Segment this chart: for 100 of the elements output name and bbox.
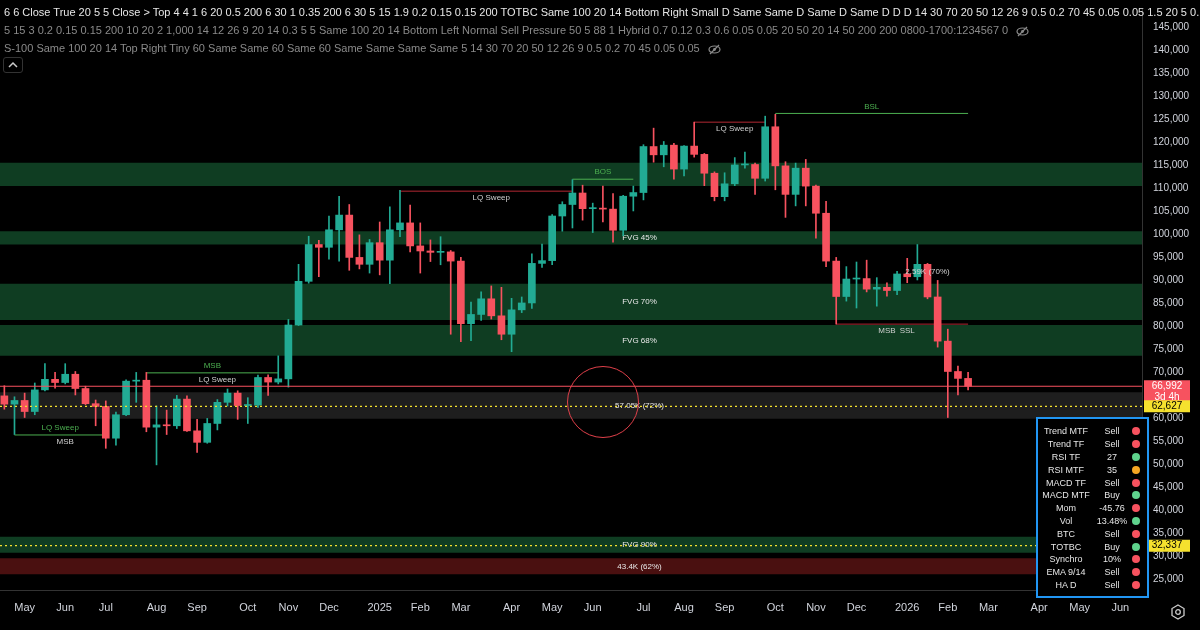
x-tick-label: Aug bbox=[146, 600, 167, 613]
annotation: 6 6 Close True 20 5 5 Close > Top 4 4 1 6 20 0.5 200 6 30 1 0.35 200 6 30 5 15 1.9 0.2 0.15 0.15 200 TOTBC Same 100 20 14 Bottom Right Small D Same Same D Same D Same D D D 14 30 70 20 50 12 26 9 0.5 0.2 70 45 0.05 0.05 1.5 20 5 0. bbox=[4, 6, 1200, 18]
text: 27 bbox=[1106, 451, 1117, 462]
y-tick-label: 125,000 bbox=[1153, 113, 1190, 125]
x-tick-label: 2025 bbox=[367, 600, 392, 613]
x-tick-label: Nov bbox=[278, 600, 299, 613]
x-tick-label: Feb bbox=[938, 600, 958, 613]
x-tick-label: Feb bbox=[410, 600, 430, 613]
y-tick-label: 60,000 bbox=[1153, 412, 1185, 424]
category-label: HA D bbox=[1054, 579, 1078, 590]
ref-line-label: 62,627 bbox=[1151, 400, 1183, 412]
annotation: LQ Sweep bbox=[198, 375, 237, 385]
y-tick-label: 50,000 bbox=[1153, 458, 1185, 470]
y-tick-label: 95,000 bbox=[1153, 251, 1185, 263]
y-tick-label: 135,000 bbox=[1153, 67, 1190, 79]
ref-line-label: 66,992 3d 4h bbox=[1151, 380, 1183, 402]
x-tick-label: Sep bbox=[187, 600, 207, 613]
y-tick-label: 40,000 bbox=[1153, 504, 1185, 516]
y-tick-label: 75,000 bbox=[1153, 343, 1185, 355]
x-tick-label: Nov bbox=[806, 600, 827, 613]
x-tick-label: Jun bbox=[583, 600, 602, 613]
candlestick bbox=[243, 397, 252, 424]
text: Buy bbox=[1104, 490, 1120, 501]
category-label: Mom bbox=[1055, 503, 1077, 514]
candlestick bbox=[315, 240, 323, 278]
y-tick-label: 120,000 bbox=[1153, 136, 1190, 148]
category-label: TOTBC bbox=[1049, 541, 1083, 552]
y-tick-label: 85,000 bbox=[1153, 297, 1185, 309]
y-tick-label: 25,000 bbox=[1153, 573, 1185, 585]
category-label: EMA 9/14 bbox=[1045, 567, 1087, 578]
text: -45.76 bbox=[1099, 503, 1125, 514]
x-tick-label: Sep bbox=[714, 600, 735, 613]
x-tick-label: Mar bbox=[451, 600, 471, 613]
x-tick-label: Jun bbox=[1111, 600, 1130, 613]
ref-line-label: 32,337 bbox=[1151, 539, 1183, 551]
y-tick-label: 100,000 bbox=[1153, 228, 1190, 240]
x-tick-label: May bbox=[1069, 600, 1091, 613]
x-tick-label: Jun bbox=[56, 600, 75, 613]
text: Buy bbox=[1104, 541, 1120, 552]
band-label: FVG 90% bbox=[622, 539, 657, 549]
y-tick-label: 130,000 bbox=[1153, 90, 1190, 102]
category-label: Synchro bbox=[1048, 554, 1084, 565]
category-label: RSI TF bbox=[1050, 451, 1082, 462]
candlestick bbox=[538, 243, 546, 268]
y-tick-label: 115,000 bbox=[1153, 159, 1189, 171]
category-label: RSI MTF bbox=[1047, 464, 1085, 475]
x-tick-label: Dec bbox=[846, 600, 867, 613]
annotation: MSB bbox=[56, 437, 74, 447]
x-tick-label: May bbox=[541, 600, 564, 613]
x-tick-label: Oct bbox=[239, 600, 257, 613]
annotation: LQ Sweep bbox=[472, 193, 511, 203]
category-label: MACD MTF bbox=[1041, 490, 1091, 501]
category-label: MACD TF bbox=[1045, 477, 1087, 488]
y-tick-label: 55,000 bbox=[1153, 435, 1185, 447]
y-tick-label: 80,000 bbox=[1153, 320, 1185, 332]
text: Sell bbox=[1104, 528, 1120, 539]
x-tick-label: Dec bbox=[319, 600, 340, 613]
x-tick-label: 2026 bbox=[894, 600, 920, 613]
y-tick-label: 145,000 bbox=[1153, 21, 1190, 33]
band-label: FVG 70% bbox=[622, 297, 657, 306]
category-label: Trend MTF bbox=[1042, 426, 1090, 437]
x-tick-label: Jul bbox=[636, 600, 651, 613]
category-label: Trend TF bbox=[1046, 439, 1086, 450]
band-label: FVG 45% bbox=[622, 233, 657, 243]
y-tick-label: 70,000 bbox=[1153, 366, 1185, 378]
text: 35 bbox=[1106, 464, 1117, 475]
candlestick bbox=[335, 195, 343, 262]
series-label: BOS bbox=[594, 167, 612, 177]
text: 13.48% bbox=[1096, 515, 1128, 526]
candlestick bbox=[588, 202, 597, 233]
y-tick-label: 110,000 bbox=[1153, 182, 1189, 194]
candlestick bbox=[416, 222, 425, 274]
annotation: S-100 Same 100 20 14 Top Right Tiny 60 Same Same 60 Same 60 Same Same Same Same 5 14 30 70 20 50 12 26 9 0.5 0.2 70 45 0.05 0.05 bbox=[4, 42, 700, 54]
y-tick-label: 140,000 bbox=[1153, 44, 1190, 56]
y-tick-label: 30,000 bbox=[1153, 550, 1185, 562]
category-label: Vol bbox=[1058, 515, 1074, 526]
candlestick bbox=[446, 250, 455, 335]
x-tick-label: Apr bbox=[1030, 600, 1048, 613]
series-label: MSB bbox=[203, 361, 221, 371]
series-label: LQ Sweep bbox=[41, 423, 80, 433]
annotation: SSL bbox=[899, 326, 916, 336]
annotation: 5 15 3 0.2 0.15 0.15 200 10 20 2 1,000 14 12 26 9 20 14 0.3 5 5 Same 100 20 14 Bottom Left Normal Sell Pressure 50 5 88 1 Hybrid 0.7 0.12 0.3 0.6 0.05 0.05 20 50 20 14 50 200 200 0800-1700:1234567 0 bbox=[4, 24, 1009, 36]
text: Sell bbox=[1104, 439, 1120, 450]
band-label: FVG 68% bbox=[622, 335, 657, 345]
text: Sell bbox=[1104, 567, 1120, 578]
category-label: BTC bbox=[1056, 528, 1076, 539]
x-tick-label: Oct bbox=[766, 600, 784, 613]
text: 10% bbox=[1102, 554, 1121, 565]
y-tick-label: 45,000 bbox=[1153, 481, 1185, 493]
x-tick-label: Apr bbox=[503, 600, 521, 613]
y-tick-label: 90,000 bbox=[1153, 274, 1185, 286]
band-label: 43.4K (62%) bbox=[617, 561, 663, 571]
candlestick bbox=[629, 185, 638, 212]
x-tick-label: Jul bbox=[98, 600, 113, 613]
y-tick-label: 35,000 bbox=[1153, 527, 1185, 539]
text: Sell bbox=[1104, 579, 1120, 590]
x-tick-label: Mar bbox=[978, 600, 999, 613]
text: Sell bbox=[1104, 426, 1120, 437]
y-tick-label: 105,000 bbox=[1153, 205, 1190, 217]
x-tick-label: Aug bbox=[674, 600, 694, 613]
